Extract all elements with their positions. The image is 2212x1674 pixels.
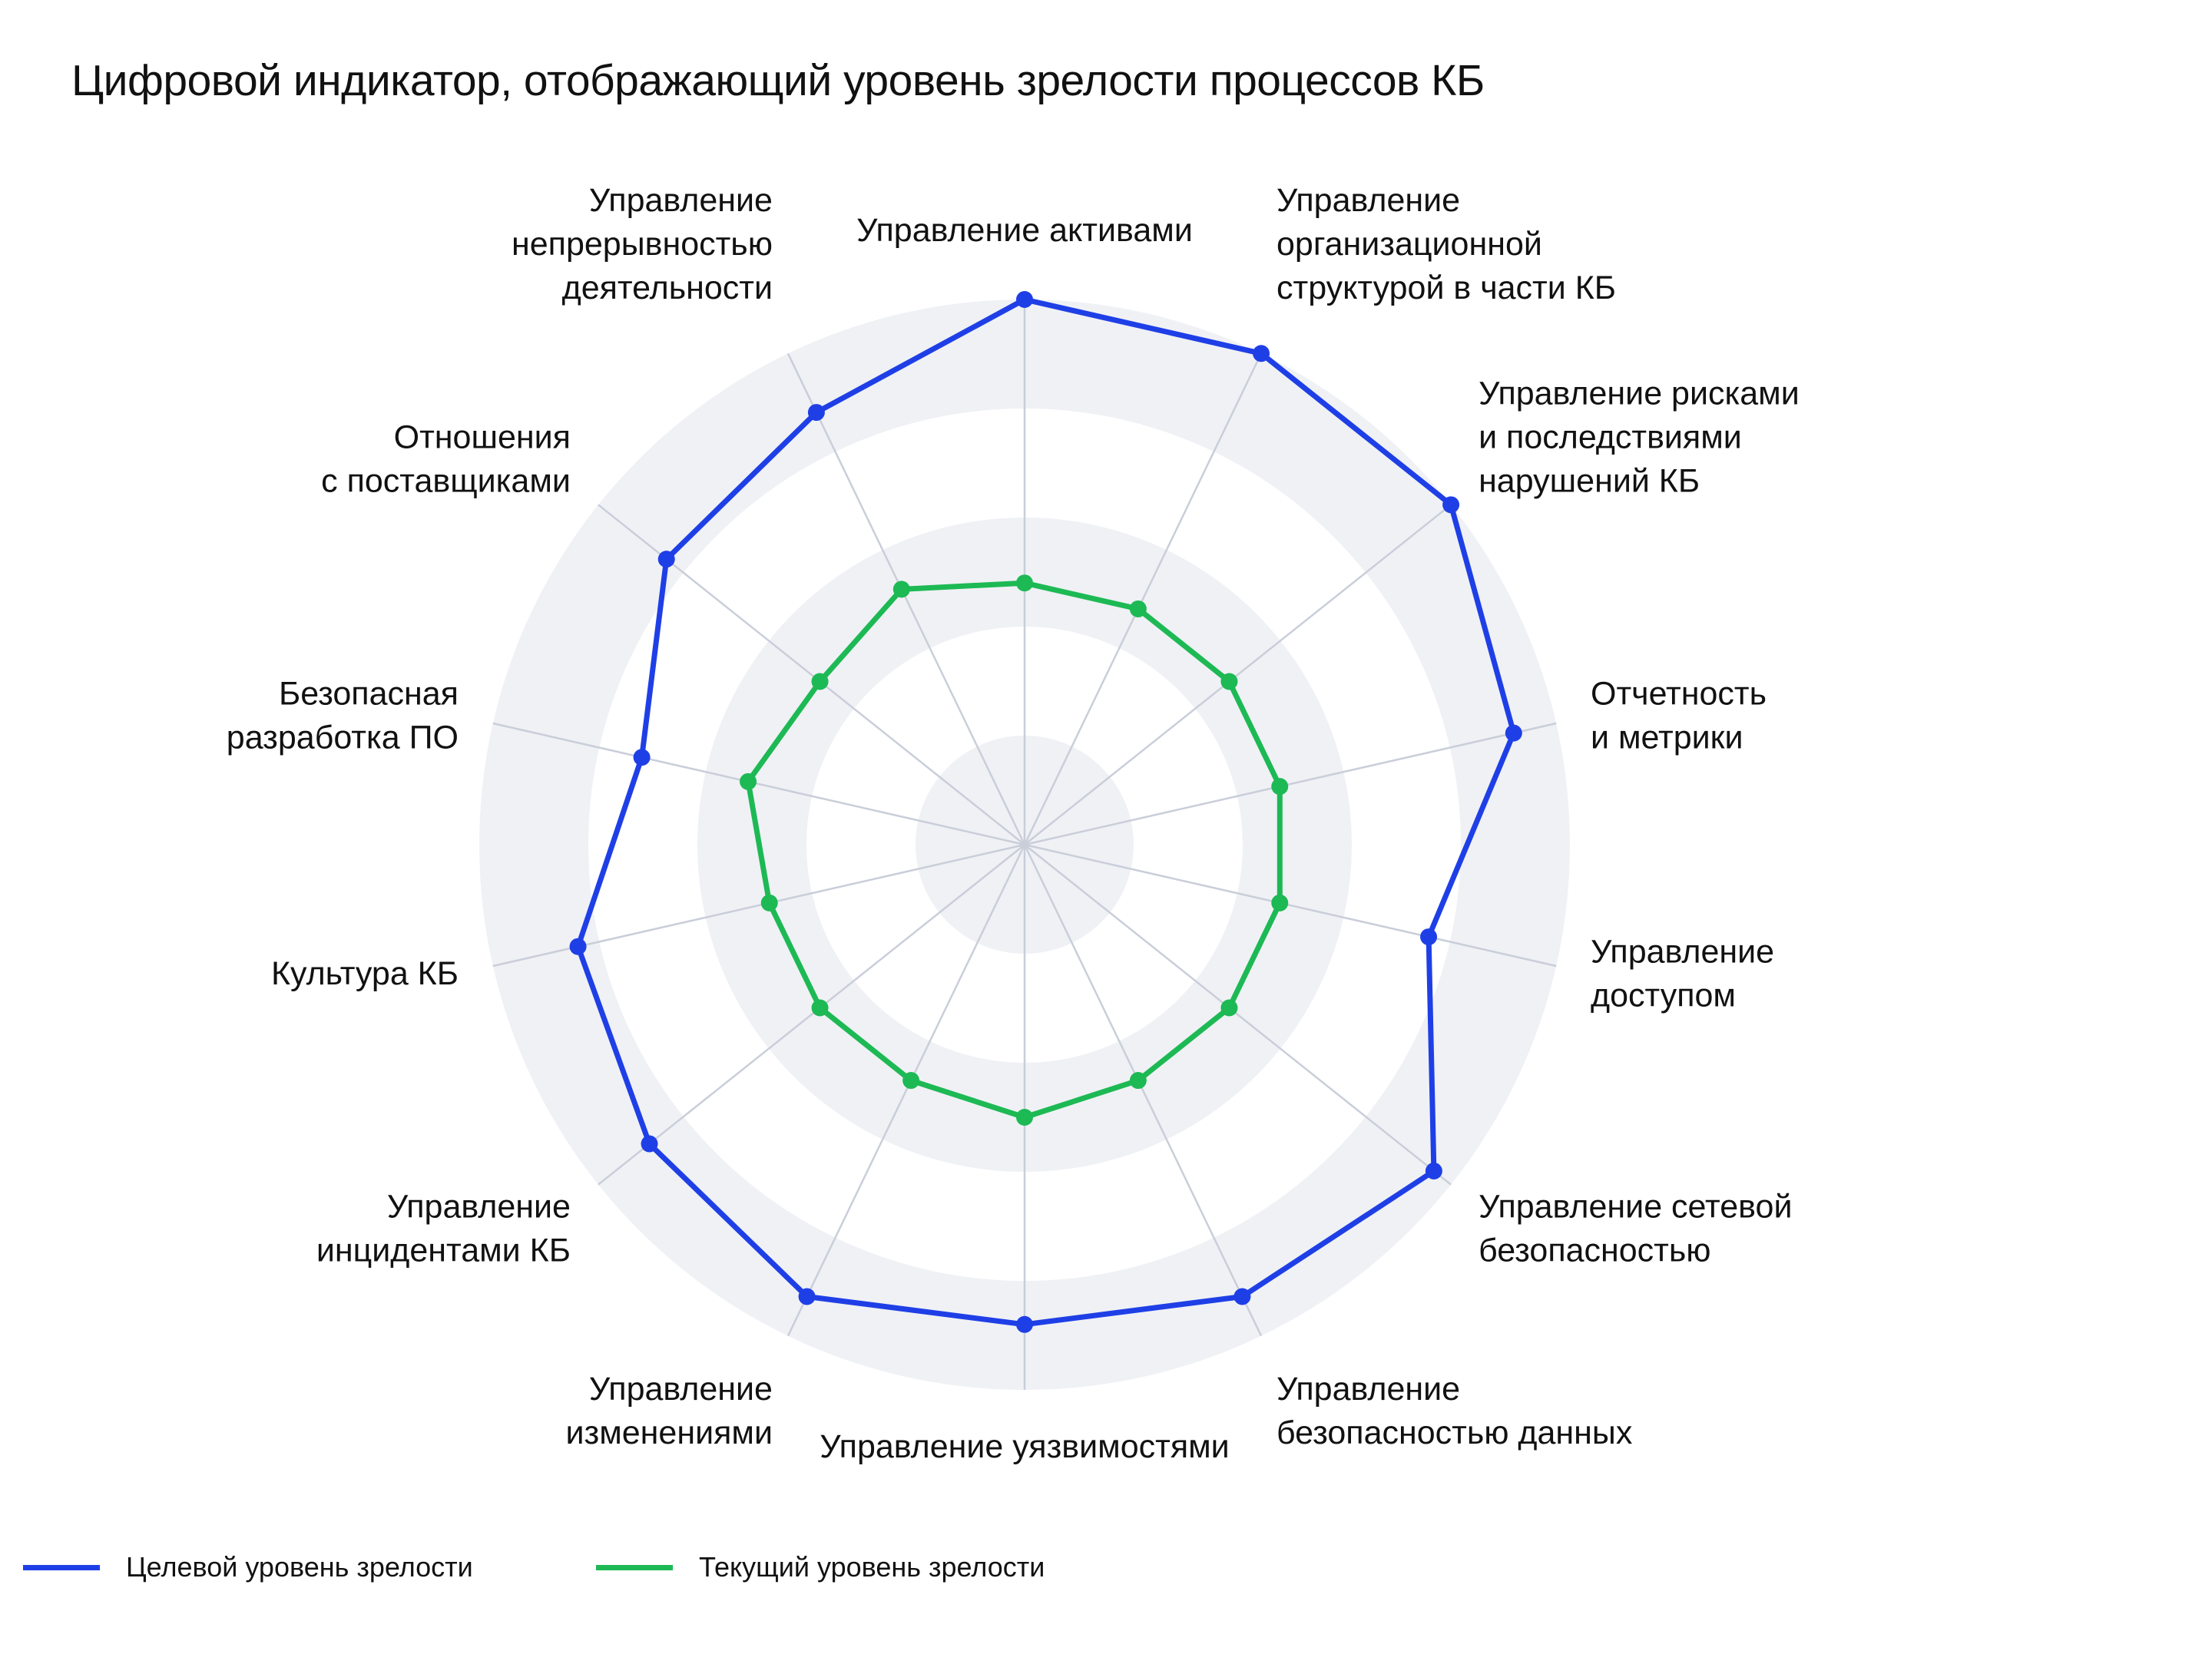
series-1-point-4	[1271, 894, 1289, 911]
axis-label-2-line-2: нарушений КБ	[1479, 463, 1700, 500]
axis-label-9: Управление инцидентами КБ	[316, 1188, 571, 1269]
axis-label-3-line-0: Отчетность	[1591, 675, 1767, 712]
axis-label-8: Управление изменениями	[565, 1371, 773, 1451]
legend-swatch-current	[596, 1564, 673, 1570]
axis-label-1-line-2: структурой в части КБ	[1277, 270, 1616, 306]
axis-label-13-line-2: деятельности	[562, 270, 773, 306]
series-0-point-8	[798, 1288, 816, 1305]
axis-label-11-line-1: разработка ПО	[227, 719, 459, 756]
series-0-point-7	[1016, 1315, 1033, 1333]
axis-label-1-line-1: организационной	[1277, 226, 1542, 263]
axis-label-13-line-0: Управление	[589, 182, 773, 219]
series-1-point-12	[811, 673, 829, 690]
spoke-8	[786, 844, 1026, 1337]
spoke-9	[598, 844, 1025, 1186]
spoke-5	[1024, 844, 1452, 1186]
axis-label-9-line-1: инцидентами КБ	[316, 1232, 571, 1269]
series-1-point-10	[760, 894, 778, 911]
axis-label-12-line-0: Отношения	[394, 419, 571, 456]
spoke-6	[1023, 844, 1263, 1337]
axis-label-2-line-1: и последствиями	[1479, 419, 1742, 456]
series-1-point-8	[902, 1072, 920, 1090]
axis-label-4: Управление доступом	[1591, 934, 1774, 1014]
series-0-point-2	[1442, 496, 1460, 514]
axis-label-12-line-1: с поставщиками	[321, 463, 571, 500]
series-0-point-5	[1425, 1162, 1442, 1179]
axis-label-10-line-0: Культура КБ	[271, 955, 459, 992]
axis-label-2: Управление рисками и последствиями нарушен…	[1479, 375, 1800, 500]
axis-label-0: Управление активами	[856, 212, 1193, 249]
axis-label-1: Управление организационной структурой в ча…	[1277, 182, 1616, 306]
spoke-2	[1024, 504, 1452, 845]
axis-label-5: Управление сетевой безопасностью	[1479, 1188, 1792, 1269]
axis-label-4-line-0: Управление	[1591, 934, 1774, 971]
series-1-point-1	[1129, 600, 1147, 617]
legend-item-current: Текущий уровень зрелости	[596, 1551, 1045, 1583]
axis-label-7: Управление уязвимостями	[820, 1428, 1229, 1465]
axis-label-9-line-0: Управление	[387, 1188, 571, 1225]
axis-label-8-line-0: Управление	[589, 1371, 773, 1408]
series-0-point-1	[1253, 345, 1270, 362]
series-1-point-2	[1220, 673, 1238, 690]
legend-label-target: Целевой уровень зрелости	[126, 1551, 473, 1583]
legend-label-current: Текущий уровень зрелости	[699, 1551, 1045, 1583]
axis-label-2-line-0: Управление рисками	[1479, 375, 1800, 412]
axis-label-3-line-1: и метрики	[1591, 719, 1743, 756]
axis-label-10: Культура КБ	[271, 955, 459, 992]
axis-label-3: Отчетность и метрики	[1591, 675, 1767, 756]
axis-label-6-line-1: безопасностью данных	[1277, 1414, 1633, 1451]
axis-label-11-line-0: Безопасная	[279, 675, 459, 712]
series-1-point-7	[1016, 1109, 1033, 1126]
series-0-point-9	[641, 1135, 658, 1153]
series-1-point-13	[892, 581, 910, 598]
axis-label-6-line-0: Управление	[1277, 1371, 1460, 1408]
series-0-point-4	[1420, 928, 1438, 946]
series-0-point-10	[569, 938, 587, 955]
series-0-point-6	[1233, 1288, 1251, 1305]
spoke-4	[1024, 843, 1557, 968]
axis-label-0-line-0: Управление активами	[856, 212, 1193, 249]
series-1-point-5	[1220, 999, 1238, 1017]
chart-title: Цифровой индикатор, отображающий уровень…	[71, 56, 1485, 105]
series-0-point-0	[1016, 291, 1033, 308]
axis-label-13: Управление непрерывностью деятельности	[512, 182, 773, 306]
axis-label-4-line-1: доступом	[1591, 978, 1736, 1014]
axis-label-7-line-0: Управление уязвимостями	[820, 1428, 1229, 1465]
axis-label-8-line-1: изменениями	[565, 1414, 773, 1451]
series-1-point-3	[1271, 778, 1289, 796]
series-1-point-11	[740, 772, 757, 790]
legend-item-target: Целевой уровень зрелости	[23, 1551, 473, 1583]
axis-label-1-line-0: Управление	[1277, 182, 1460, 219]
axis-label-12: Отношения с поставщиками	[321, 419, 571, 500]
series-0-point-13	[807, 404, 825, 422]
axis-label-5-line-1: безопасностью	[1479, 1232, 1710, 1269]
axis-label-13-line-1: непрерывностью	[512, 226, 773, 263]
spoke-11	[492, 722, 1025, 846]
legend-swatch-target	[23, 1564, 100, 1570]
spoke-13	[786, 352, 1026, 845]
axis-label-5-line-0: Управление сетевой	[1479, 1188, 1792, 1225]
series-0-point-3	[1505, 724, 1522, 742]
radar-series	[569, 291, 1522, 1333]
series-1-point-9	[811, 999, 829, 1017]
spoke-3	[1024, 722, 1557, 846]
spoke-1	[1023, 352, 1263, 845]
axis-labels: Управление активами Управление организацио…	[227, 182, 1800, 1465]
series-0-point-12	[657, 551, 675, 568]
axis-label-11: Безопасная разработка ПО	[227, 675, 459, 756]
radar-spokes	[492, 299, 1557, 1390]
axis-label-6: Управление безопасностью данных	[1277, 1371, 1633, 1451]
series-1-point-0	[1016, 574, 1033, 592]
series-0-point-11	[633, 749, 651, 766]
series-1-point-6	[1129, 1072, 1147, 1090]
